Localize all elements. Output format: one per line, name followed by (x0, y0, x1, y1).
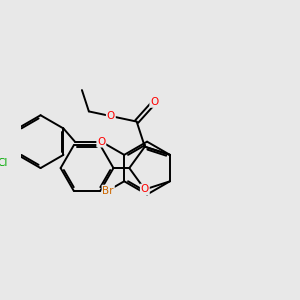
Text: Cl: Cl (0, 158, 8, 169)
Text: O: O (150, 97, 158, 107)
Text: O: O (107, 111, 115, 121)
Text: Br: Br (102, 185, 114, 196)
Text: O: O (141, 184, 149, 194)
Text: O: O (97, 137, 105, 147)
